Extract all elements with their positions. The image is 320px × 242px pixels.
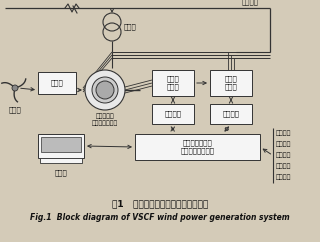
Bar (210, 104, 252, 124)
Circle shape (85, 70, 125, 110)
Text: 恒频风力发电机: 恒频风力发电机 (92, 120, 118, 126)
Text: 双馈式变速: 双馈式变速 (96, 113, 114, 119)
Text: 转子侧
变流器: 转子侧 变流器 (167, 76, 180, 90)
Bar (38, 72, 76, 94)
Text: 驱动电路: 驱动电路 (164, 111, 181, 117)
Circle shape (96, 81, 114, 99)
Bar (152, 104, 194, 124)
Text: 驱动电路: 驱动电路 (222, 111, 239, 117)
Text: 定子电流: 定子电流 (276, 141, 292, 147)
Text: 变压器: 变压器 (124, 24, 137, 30)
Text: 转子电流: 转子电流 (276, 163, 292, 169)
Text: 控制台: 控制台 (55, 169, 68, 176)
Bar (210, 70, 252, 96)
Bar (40, 158, 82, 163)
Text: 电机转速: 电机转速 (276, 174, 292, 180)
Bar (38, 134, 84, 158)
Circle shape (12, 85, 18, 91)
Text: 电网侧
变流器: 电网侧 变流器 (225, 76, 237, 90)
Bar (152, 70, 194, 96)
Bar (41, 137, 81, 152)
Circle shape (92, 77, 118, 103)
Text: 风力机: 风力机 (9, 106, 21, 113)
Text: 增速箱: 增速箱 (51, 80, 63, 86)
Text: Fig.1  Block diagram of VSCF wind power generation system: Fig.1 Block diagram of VSCF wind power g… (30, 213, 290, 222)
Bar (135, 134, 260, 160)
Text: 定子电压: 定子电压 (276, 130, 292, 136)
Text: 电力系统: 电力系统 (242, 0, 259, 5)
Text: 基于微处理器的
变速恒频控制系统: 基于微处理器的 变速恒频控制系统 (180, 140, 214, 154)
Text: 图1   变速恒频风力发电系统原理框图: 图1 变速恒频风力发电系统原理框图 (112, 199, 208, 209)
Text: 转子电压: 转子电压 (276, 152, 292, 158)
